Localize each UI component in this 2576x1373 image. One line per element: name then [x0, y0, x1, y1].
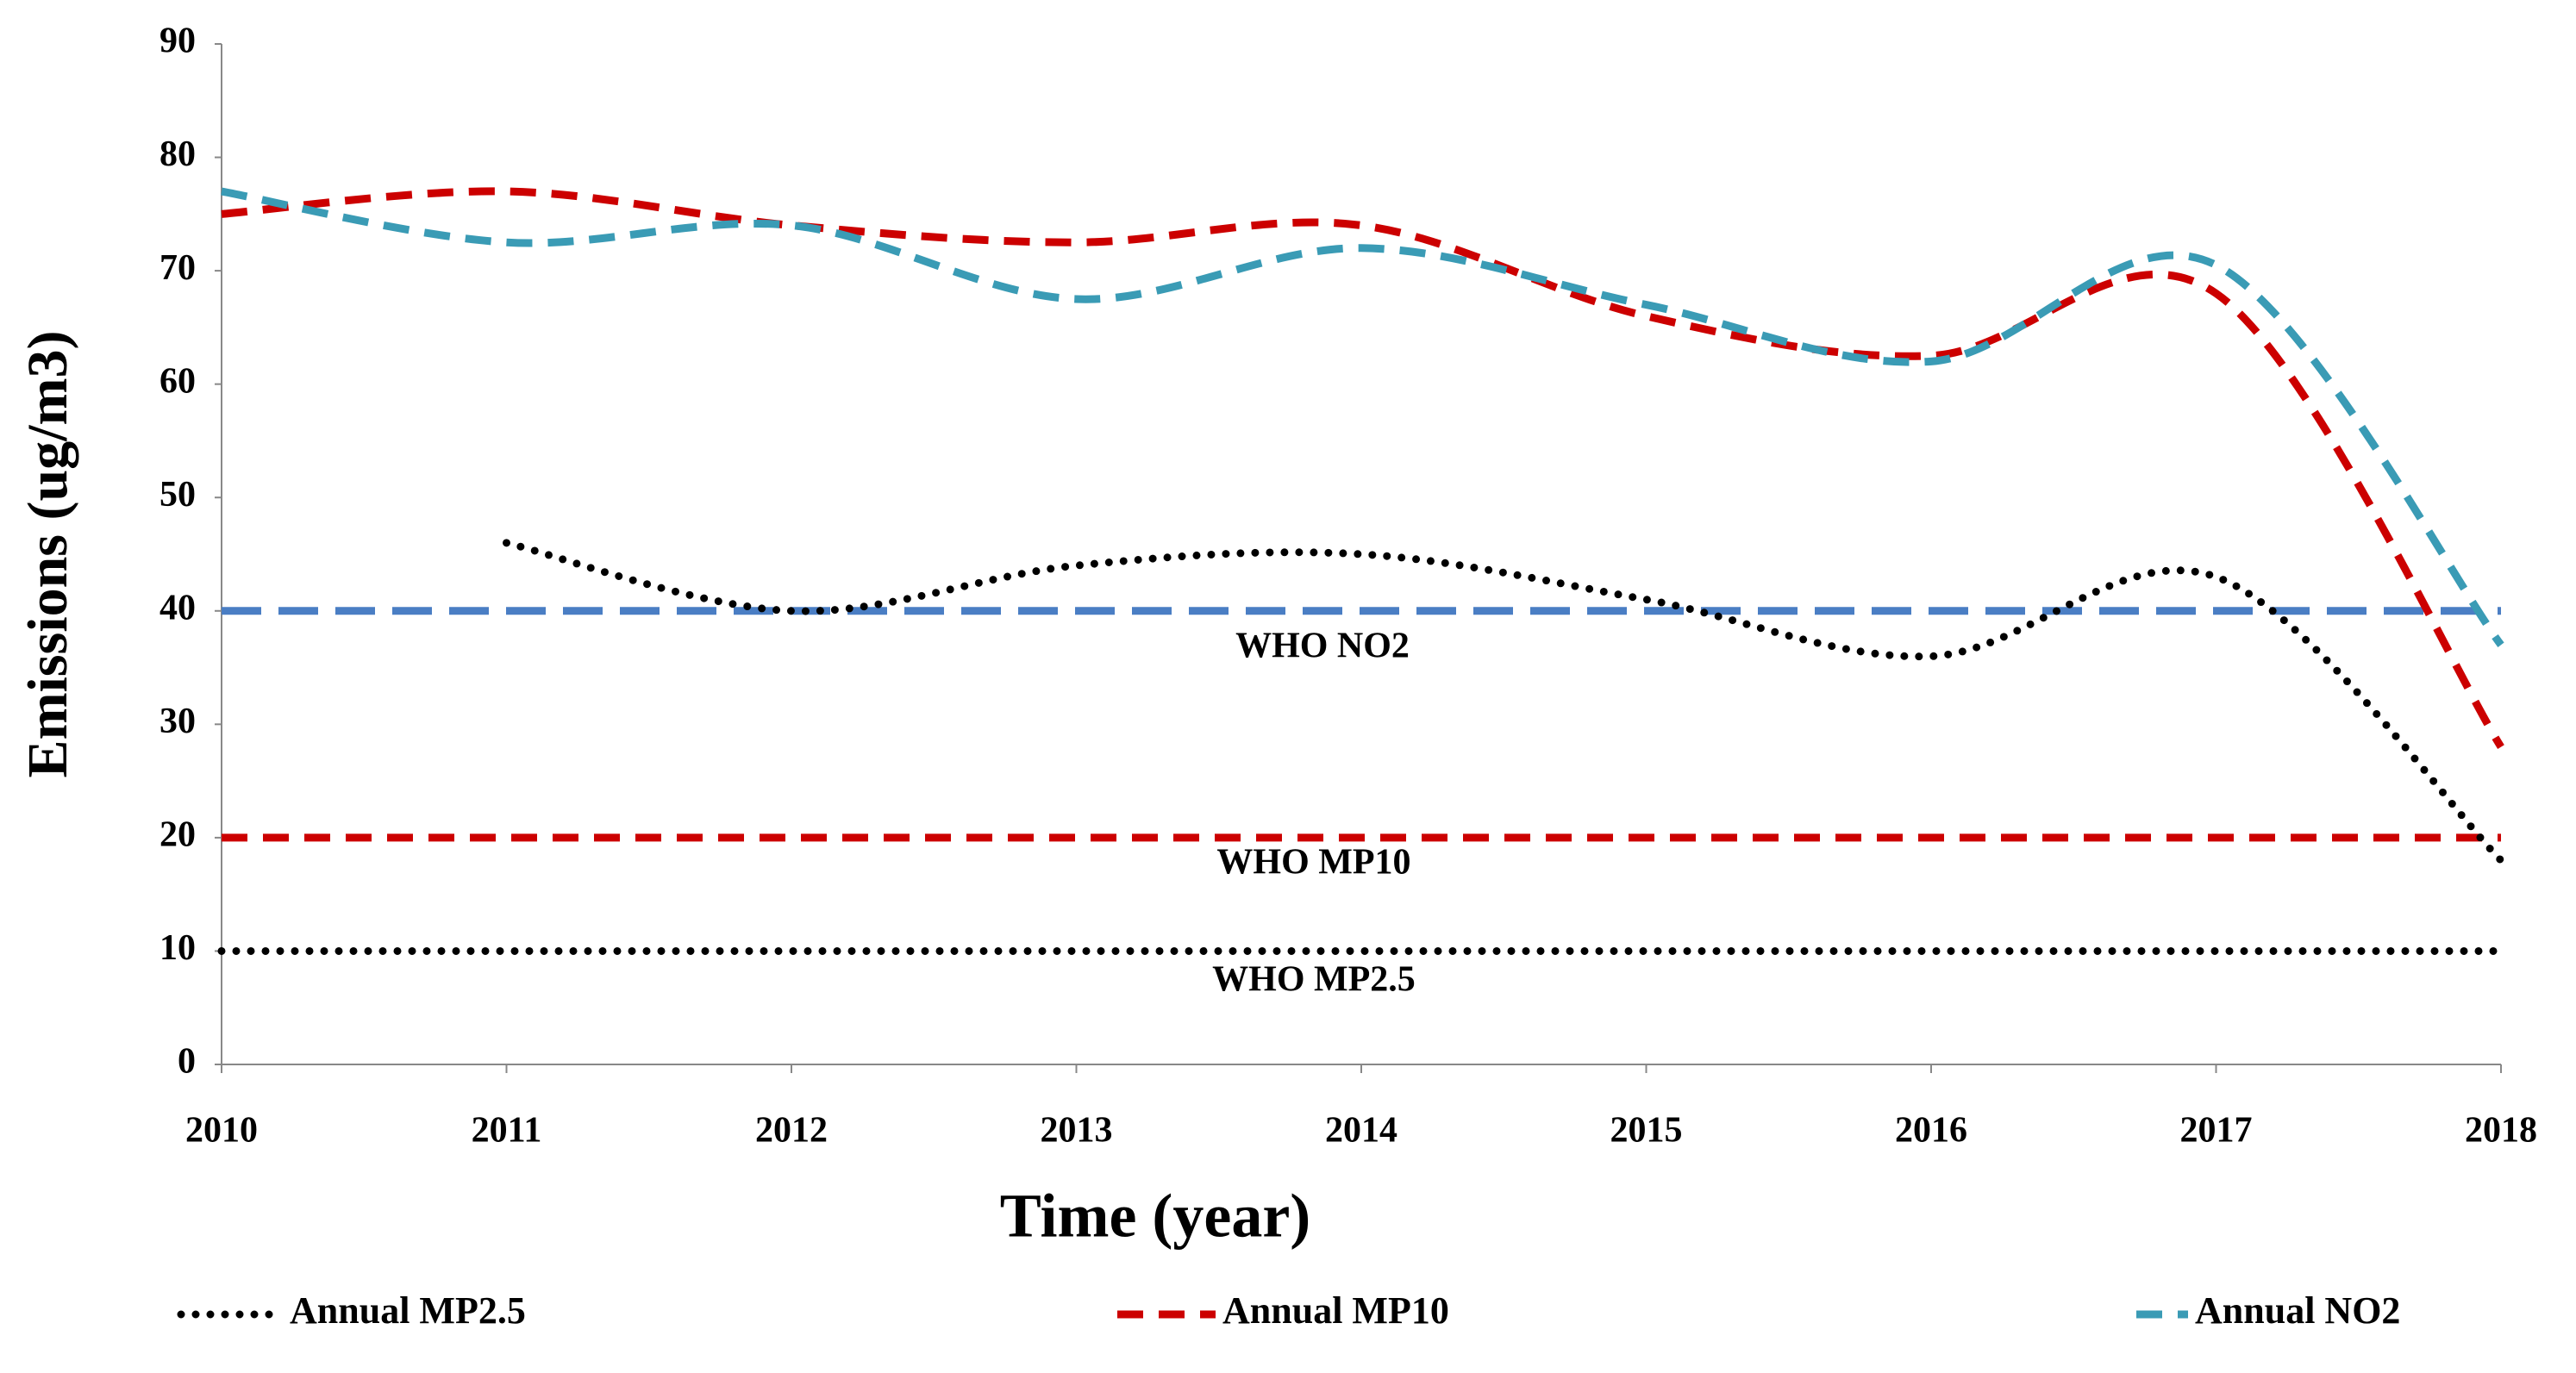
x-tick-label: 2015	[1610, 1111, 1683, 1151]
x-axis-title: Time (year)	[1000, 1182, 1311, 1251]
legend-label: Annual NO2	[2195, 1289, 2400, 1332]
y-tick-label: 10	[159, 928, 196, 968]
y-tick-label: 50	[159, 475, 196, 515]
series-line	[221, 187, 2504, 750]
x-tick-label: 2016	[1895, 1111, 1967, 1151]
y-tick-label: 70	[159, 248, 196, 288]
reference-label: WHO MP10	[1216, 843, 1410, 883]
y-tick-label: 60	[159, 361, 196, 401]
y-tick-label: 80	[159, 134, 196, 174]
x-tick-label: 2018	[2465, 1111, 2537, 1151]
reference-label: WHO MP2.5	[1212, 960, 1416, 1000]
x-tick-label: 2011	[472, 1111, 542, 1151]
x-tick-label: 2010	[185, 1111, 258, 1151]
y-tick-label: 40	[159, 588, 196, 627]
x-tick-label: 2013	[1041, 1111, 1113, 1151]
legend-label: Annual MP2.5	[290, 1289, 526, 1332]
y-axis-title: Emissions (ug/m3)	[16, 331, 79, 778]
x-tick-label: 2017	[2180, 1111, 2253, 1151]
y-tick-label: 90	[159, 22, 196, 61]
series-line	[221, 187, 2504, 647]
x-tick-label: 2012	[755, 1111, 828, 1151]
legend-label: Annual MP10	[1222, 1289, 1449, 1332]
y-tick-label: 0	[178, 1042, 196, 1082]
series-line	[503, 539, 2505, 864]
reference-label: WHO NO2	[1235, 627, 1410, 666]
y-tick-label: 20	[159, 815, 196, 855]
y-tick-label: 30	[159, 702, 196, 741]
x-tick-label: 2014	[1325, 1111, 1397, 1151]
